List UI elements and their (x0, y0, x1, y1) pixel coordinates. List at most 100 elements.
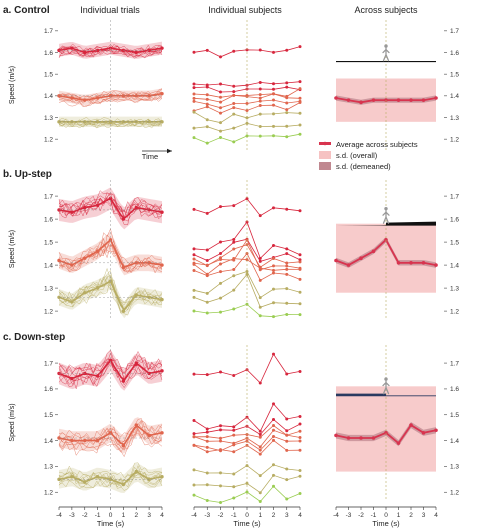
control-time-label: Time (142, 148, 172, 161)
subject-point (232, 288, 236, 292)
trial-mean-point (70, 438, 74, 443)
subject-point (192, 309, 196, 313)
subject-point (258, 305, 262, 309)
trial-mean-point (70, 475, 74, 479)
subject-point (232, 90, 236, 94)
y-tick-label-left: 1.4 (44, 93, 53, 100)
subject-point (272, 103, 275, 107)
subject-point (258, 435, 262, 439)
y-tick-label-right: 1.2 (450, 490, 459, 497)
subject-point (232, 496, 236, 500)
trial-mean-point (160, 46, 164, 50)
subject-point (298, 80, 302, 84)
trial-mean-point (160, 369, 164, 373)
trial-mean-point (95, 286, 100, 290)
trial-mean-point (95, 120, 100, 124)
row-title-upstep: b. Up-step (3, 169, 52, 180)
y-tick-label-right: 1.3 (450, 285, 459, 292)
x-tick-label: 3 (285, 512, 289, 519)
trial-mean-point (95, 249, 100, 253)
subject-point (298, 111, 302, 115)
subject-point (232, 247, 236, 251)
trial-mean-point (121, 265, 126, 270)
subject-point (205, 300, 209, 304)
subject-point (219, 121, 222, 125)
y-axis-label: Speed (m/s) (9, 403, 16, 441)
subject-point (232, 238, 236, 242)
subject-point (219, 55, 222, 59)
subject-point (272, 87, 275, 91)
x-tick-label: -3 (346, 512, 352, 519)
average-point (359, 100, 363, 105)
y-tick-label-left: 1.7 (44, 360, 53, 367)
y-tick-label-left: 1.2 (44, 136, 53, 143)
subject-point (205, 97, 209, 101)
subject-point (205, 102, 209, 106)
subject-point (285, 417, 289, 421)
subject-point (205, 427, 209, 431)
subject-point (219, 448, 222, 452)
subject-point (272, 92, 275, 96)
average-point (359, 436, 363, 440)
trial-mean-point (108, 358, 113, 363)
trial-mean-point (57, 258, 61, 263)
average-point (384, 431, 388, 435)
y-tick-label-left: 1.4 (44, 438, 53, 445)
subject-point (298, 96, 302, 100)
subject-point (232, 106, 236, 110)
x-tick-label: -3 (69, 512, 75, 519)
subject-point (298, 468, 302, 472)
subject-point (232, 204, 236, 208)
average-point (421, 431, 426, 435)
y-tick-label-right: 1.6 (450, 50, 459, 57)
subject-point (298, 436, 302, 440)
subject-point (232, 450, 236, 454)
y-tick-label-left: 1.7 (44, 193, 53, 200)
x-tick-label: 0 (245, 512, 249, 519)
subject-point (232, 307, 236, 311)
subject-point (285, 135, 289, 139)
subject-point (245, 258, 249, 262)
trial-mean-point (134, 469, 138, 474)
subject-point (245, 481, 249, 485)
trial-mean-point (83, 256, 87, 260)
subject-point (285, 96, 289, 100)
subject-point (285, 108, 289, 112)
subject-point (258, 48, 262, 52)
trial-mean-point (160, 91, 164, 96)
subject-point (298, 132, 302, 136)
subject-point (192, 92, 196, 96)
subject-point (205, 258, 209, 262)
trial-mean-point (121, 379, 126, 383)
trial-mean-point (95, 96, 100, 100)
subject-point (232, 257, 236, 261)
trial-line-mid (58, 239, 163, 267)
average-point (421, 261, 426, 265)
y-tick-label-right: 1.3 (450, 115, 459, 122)
subject-point (232, 240, 236, 244)
subject-point (298, 369, 302, 373)
subject-point (219, 111, 222, 115)
y-tick-label-right: 1.6 (450, 386, 459, 393)
subject-point (219, 484, 222, 488)
subject-point (192, 96, 196, 100)
subject-point (272, 315, 275, 319)
x-tick-label: -1 (95, 512, 101, 519)
subject-point (298, 260, 302, 264)
y-tick-label-right: 1.7 (450, 360, 459, 367)
legend-label-sd-demeaned: s.d. (demeaned) (336, 162, 391, 171)
subject-point (205, 248, 209, 252)
subject-point (298, 123, 302, 127)
subject-point (272, 417, 275, 421)
subject-point (219, 252, 222, 256)
average-point (421, 98, 426, 102)
average-point (346, 98, 351, 102)
subject-point (192, 468, 196, 472)
average-point (334, 433, 338, 438)
y-tick-label-right: 1.5 (450, 412, 459, 419)
average-point (409, 261, 413, 265)
subject-point (192, 483, 196, 487)
x-tick-label: 4 (160, 512, 164, 519)
subject-point (192, 443, 196, 447)
subject-point (258, 433, 262, 437)
